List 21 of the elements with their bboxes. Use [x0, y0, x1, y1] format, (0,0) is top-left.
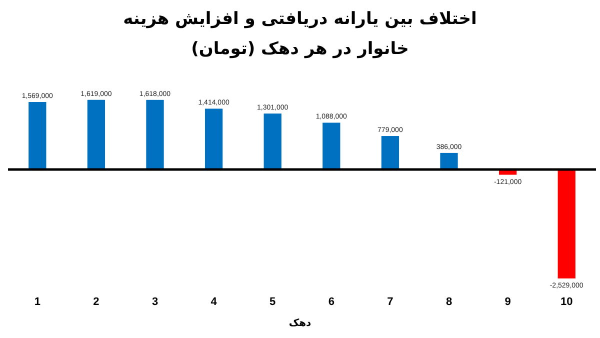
- x-tick-label: 2: [93, 296, 100, 308]
- x-tick-label: 10: [560, 296, 573, 308]
- x-tick-label: 7: [387, 296, 394, 308]
- bar: [146, 100, 164, 170]
- bar: [558, 170, 576, 278]
- x-axis-title: دهک: [288, 318, 312, 329]
- x-tick-label: 1: [34, 296, 40, 308]
- bar: [204, 108, 223, 170]
- bar: [322, 122, 340, 170]
- bar: [440, 152, 458, 170]
- bar: [87, 100, 106, 170]
- chart-title: اختلاف بین یارانه دریافتی و افزایش هزینه خانوار در هر دهک (تومان): [122, 8, 478, 61]
- x-tick-label: 6: [328, 296, 334, 308]
- x-tick-label: 3: [152, 296, 158, 308]
- x-tick-label: 8: [446, 296, 452, 308]
- bar: [28, 102, 46, 170]
- x-tick-label: 4: [210, 296, 218, 308]
- bar: [264, 114, 282, 170]
- bar: [381, 136, 400, 170]
- x-tick-label: 9: [504, 296, 511, 308]
- x-tick-label: 5: [270, 296, 276, 308]
